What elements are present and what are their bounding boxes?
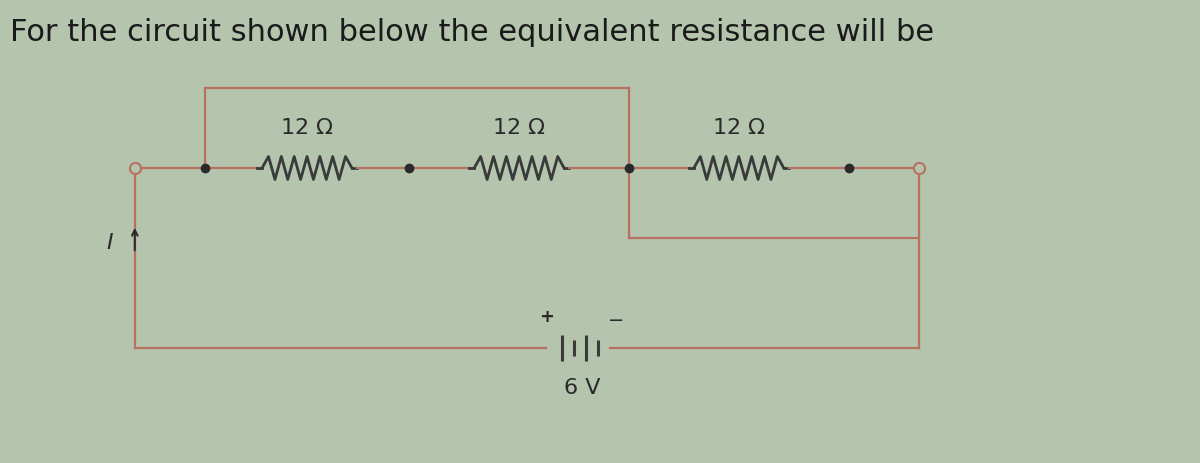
Text: −: − (608, 311, 624, 330)
Text: I: I (106, 233, 113, 253)
Text: 12 $\Omega$: 12 $\Omega$ (712, 118, 766, 138)
Text: 12 $\Omega$: 12 $\Omega$ (281, 118, 334, 138)
Text: For the circuit shown below the equivalent resistance will be: For the circuit shown below the equivale… (10, 18, 934, 47)
Text: 12 $\Omega$: 12 $\Omega$ (492, 118, 546, 138)
Text: +: + (539, 308, 553, 326)
Text: 6 V: 6 V (564, 378, 600, 398)
